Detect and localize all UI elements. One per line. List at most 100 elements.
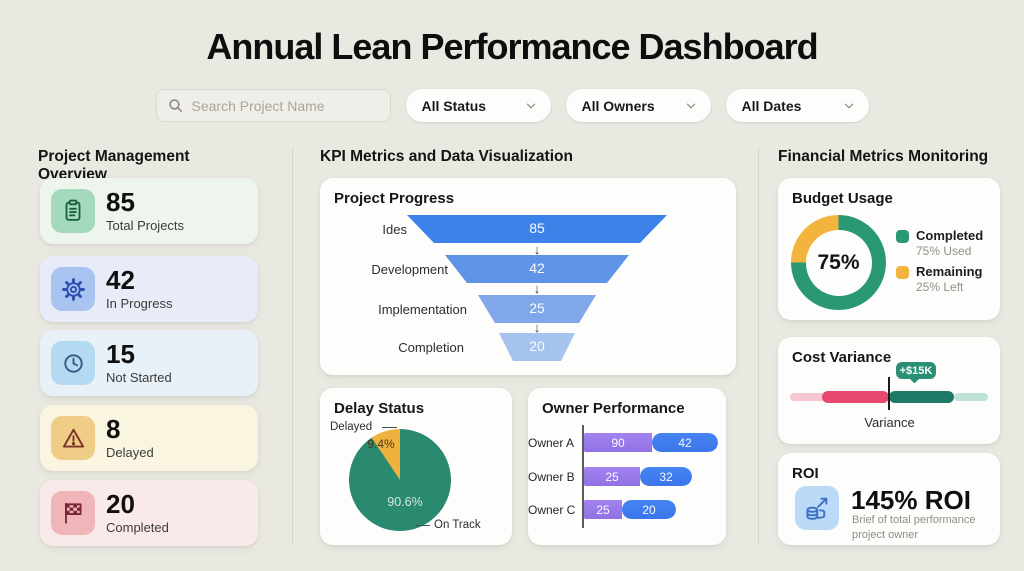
- funnel-stage: Implementation 25: [320, 295, 736, 323]
- variance-marker-line: [888, 377, 890, 410]
- budget-center-value: 75%: [817, 250, 860, 274]
- stat-card-in-progress: 42 In Progress: [40, 256, 258, 322]
- filter-bar: All Status All Owners All Dates: [0, 89, 1024, 122]
- arrow-down-icon: ↓: [533, 242, 541, 257]
- funnel-stage-label: Ides: [382, 222, 407, 237]
- stat-card-completed: 20 Completed: [40, 480, 258, 546]
- stat-label: Not Started: [106, 370, 172, 385]
- owners-dropdown[interactable]: All Owners: [565, 89, 711, 122]
- stat-card-delayed: 8 Delayed: [40, 405, 258, 471]
- coins-growth-icon: [795, 486, 839, 530]
- roi-card: ROI 145% ROI Brief of total performance …: [778, 453, 1000, 545]
- chevron-down-icon: [524, 99, 538, 113]
- flag-icon: [51, 491, 95, 535]
- chevron-down-icon: [684, 99, 698, 113]
- funnel-stage-bar: 42: [445, 255, 629, 283]
- search-box[interactable]: [155, 89, 391, 122]
- variance-title: Cost Variance: [792, 349, 892, 366]
- delay-title: Delay Status: [334, 400, 425, 417]
- roi-title: ROI: [792, 465, 819, 482]
- status-dropdown[interactable]: All Status: [405, 89, 551, 122]
- roi-value: 145% ROI: [851, 485, 971, 515]
- stat-value: 20: [106, 489, 135, 519]
- clipboard-icon: [51, 189, 95, 233]
- funnel-stage-value: 85: [529, 220, 545, 236]
- funnel-stage-value: 20: [529, 338, 545, 354]
- variance-segment-teal: [889, 391, 954, 403]
- stat-value: 8: [106, 414, 121, 444]
- bar-segment-purple: 25: [584, 467, 640, 486]
- funnel-title: Project Progress: [334, 190, 455, 207]
- funnel-stage-value: 25: [529, 300, 545, 316]
- column-divider: [292, 147, 293, 545]
- dates-dropdown-label: All Dates: [741, 97, 802, 114]
- legend-swatch: [896, 266, 909, 279]
- funnel-stage-bar: 85: [407, 215, 667, 243]
- funnel-stage: Completion 20: [320, 333, 736, 361]
- funnel-stage: Ides 85: [320, 215, 736, 243]
- financial-heading: Financial Metrics Monitoring: [778, 148, 989, 165]
- stacked-bar: 25 20: [584, 500, 676, 519]
- pie-leader-line: [382, 427, 397, 428]
- stat-value: 15: [106, 339, 135, 369]
- variance-axis-label: Variance: [864, 415, 915, 430]
- owner-title: Owner Performance: [542, 400, 685, 417]
- pie-label-delayed: Delayed: [330, 421, 373, 433]
- stat-label: Delayed: [106, 445, 154, 460]
- chevron-down-icon: [842, 99, 856, 113]
- search-icon: [167, 97, 184, 114]
- pie-pct-ontrack: 90.6%: [387, 495, 423, 509]
- stacked-bar: 25 32: [584, 467, 692, 486]
- stat-value: 42: [106, 265, 135, 295]
- column-divider: [758, 147, 759, 545]
- owner-label: Owner A: [528, 436, 575, 450]
- bar-chart-axis: [582, 425, 584, 528]
- funnel-stage: Development 42: [320, 255, 736, 283]
- pie-pct-delayed: 9.4%: [367, 437, 395, 451]
- warning-icon: [51, 416, 95, 460]
- roi-subtitle: Brief of total performance project owner: [852, 514, 976, 541]
- page-title: Annual Lean Performance Dashboard: [206, 26, 818, 67]
- funnel-stage-label: Completion: [398, 340, 464, 355]
- bar-segment-blue: 42: [652, 433, 718, 452]
- stat-card-total-projects: 85 Total Projects: [40, 178, 258, 244]
- variance-segment-light-teal: [954, 393, 988, 401]
- kpi-heading: KPI Metrics and Data Visualization: [320, 148, 573, 165]
- funnel-stage-bar: 20: [499, 333, 575, 361]
- arrow-down-icon: ↓: [533, 320, 541, 335]
- clock-icon: [51, 341, 95, 385]
- search-input[interactable]: [191, 97, 380, 114]
- dates-dropdown[interactable]: All Dates: [725, 89, 869, 122]
- variance-segment-pink: [822, 391, 889, 403]
- project-progress-card: Project Progress Ides 85 ↓ Development 4…: [320, 178, 736, 375]
- cost-variance-card: Cost Variance +$15K Variance: [778, 337, 1000, 444]
- bar-segment-blue: 20: [622, 500, 676, 519]
- status-dropdown-label: All Status: [421, 97, 487, 114]
- pie-label-ontrack: On Track: [434, 519, 481, 531]
- stat-card-not-started: 15 Not Started: [40, 330, 258, 396]
- owner-performance-card: Owner Performance Owner A 90 42 Owner B …: [528, 388, 726, 545]
- delay-pie-chart: [349, 429, 451, 531]
- gear-icon: [51, 267, 95, 311]
- legend-label: Completed: [916, 228, 984, 243]
- budget-usage-card: Budget Usage 75% Completed 75% Used Rema…: [778, 178, 1000, 320]
- funnel-stage-label: Implementation: [378, 302, 467, 317]
- variance-segment-light-pink: [790, 393, 826, 401]
- budget-title: Budget Usage: [792, 190, 893, 207]
- owner-bar-row: Owner B 25 32: [528, 467, 726, 486]
- pie-leader-line: [416, 525, 430, 526]
- legend-sublabel: 75% Used: [916, 244, 972, 258]
- variance-badge: +$15K: [896, 362, 936, 379]
- owner-label: Owner B: [528, 470, 575, 484]
- stacked-bar: 90 42: [584, 433, 718, 452]
- bar-segment-blue: 32: [640, 467, 692, 486]
- stat-label: In Progress: [106, 296, 173, 311]
- legend-label: Remaining: [916, 264, 983, 279]
- owner-label: Owner C: [528, 503, 576, 517]
- delay-status-card: Delay Status Delayed 9.4% 90.6% On Track: [320, 388, 512, 545]
- bar-segment-purple: 25: [584, 500, 622, 519]
- owner-bar-row: Owner C 25 20: [528, 500, 726, 519]
- stat-label: Completed: [106, 520, 169, 535]
- owner-bar-row: Owner A 90 42: [528, 433, 726, 452]
- arrow-down-icon: ↓: [533, 281, 541, 296]
